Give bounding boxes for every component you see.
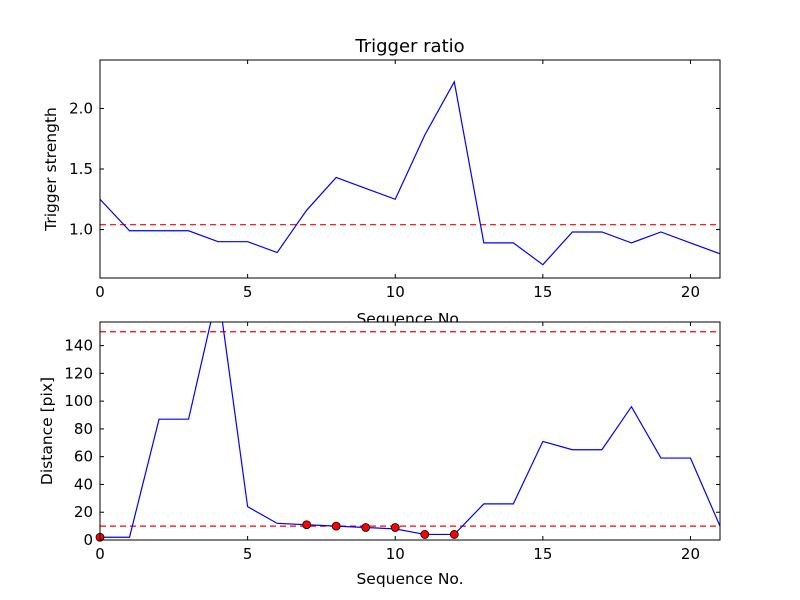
data-point-marker xyxy=(361,523,371,532)
y-tick-label: 2.0 xyxy=(69,99,93,117)
y-tick-label: 100 xyxy=(64,392,93,410)
data-point-marker xyxy=(449,530,459,539)
x-tick-label: 20 xyxy=(681,283,700,301)
x-tick-label: 0 xyxy=(95,283,105,301)
series-line xyxy=(100,80,720,266)
x-tick-label: 20 xyxy=(681,545,700,563)
data-point-marker xyxy=(331,521,341,531)
x-tick-label: 10 xyxy=(386,283,405,301)
x-tick-label: 10 xyxy=(386,545,405,563)
y-tick-label: 80 xyxy=(74,420,93,438)
x-tick-label: 0 xyxy=(95,545,105,563)
plot-area-background xyxy=(100,60,720,278)
trigger-ratio-panel: 0 5 10 15 201.01.52.0 Trigger ratio Sequence… xyxy=(42,36,721,328)
y-tick-label: 20 xyxy=(74,503,93,521)
y-tick-label: 0 xyxy=(83,531,93,549)
y-tick-label: 120 xyxy=(64,364,93,382)
x-tick-label: 15 xyxy=(533,545,552,563)
y-tick-label: 40 xyxy=(74,475,93,493)
chart-title: Trigger ratio xyxy=(354,36,464,57)
plot-frame xyxy=(99,321,721,541)
y-axis-label: Trigger strength xyxy=(42,107,60,232)
series-line xyxy=(100,322,720,538)
plot-area-background xyxy=(100,322,720,540)
x-tick-label: 15 xyxy=(533,283,552,301)
y-tick-label: 140 xyxy=(64,337,93,355)
x-axis-label: Sequence No. xyxy=(356,570,463,588)
y-tick-label: 60 xyxy=(74,448,93,466)
y-tick-label: 1.0 xyxy=(69,221,93,239)
data-point-marker xyxy=(420,530,430,539)
y-tick-label: 1.5 xyxy=(69,160,93,178)
x-tick-label: 5 xyxy=(243,545,253,563)
data-point-marker xyxy=(302,520,312,530)
x-tick-label: 5 xyxy=(243,283,253,301)
y-axis-label: Distance [pix] xyxy=(38,377,56,485)
data-point-marker xyxy=(390,523,400,532)
